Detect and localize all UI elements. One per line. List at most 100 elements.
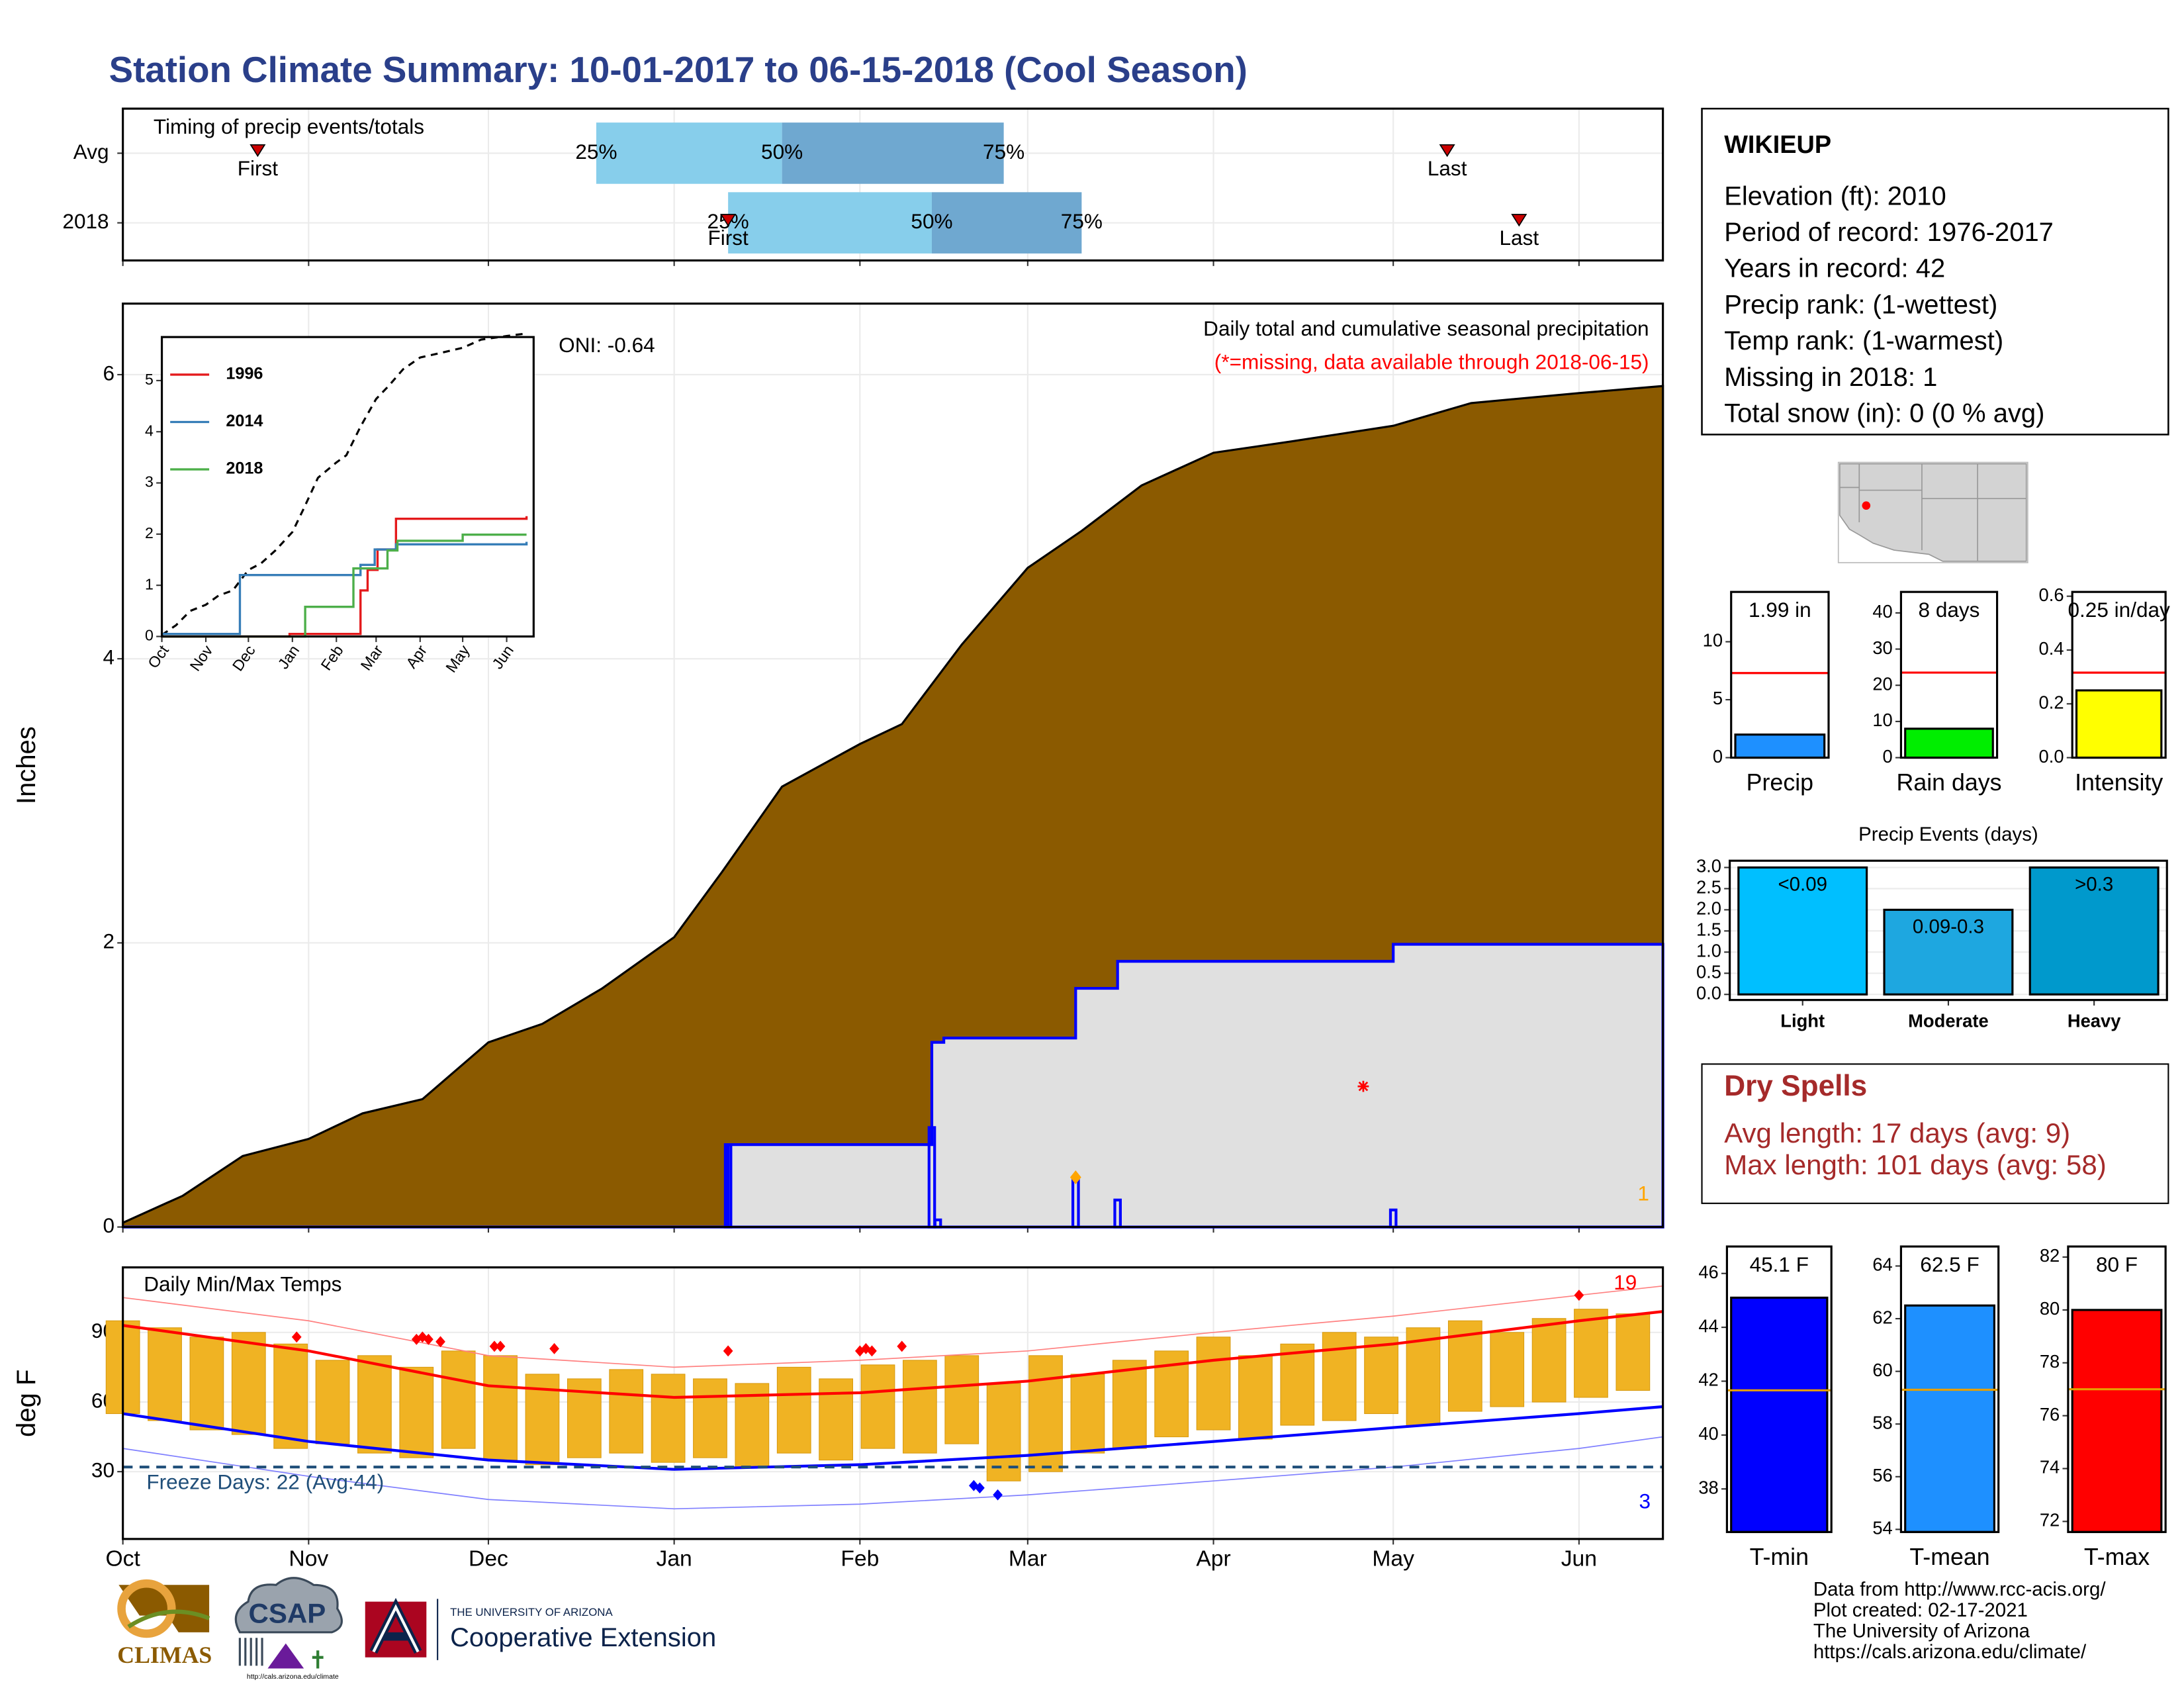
single-bar-chart: 0 10 20 30 40 8 days Rain days <box>1872 590 2001 796</box>
daily-temp-bar <box>1196 1336 1231 1430</box>
y-tick-label: 4 <box>145 422 154 439</box>
x-tick-label: Heavy <box>2068 1011 2121 1031</box>
last-label: Last <box>1428 156 1467 180</box>
quartile-label: 50% <box>911 209 952 233</box>
daily-temp-bar <box>1531 1318 1567 1403</box>
record-marker <box>723 1345 733 1357</box>
bar <box>2028 866 2160 996</box>
footer-line: https://cals.arizona.edu/climate/ <box>1813 1641 2087 1663</box>
panel-frame <box>1725 1245 1833 1533</box>
x-axis-title: T-max <box>2084 1544 2150 1570</box>
bar-descriptor: >0.3 <box>2075 874 2113 896</box>
daily-temp-bar <box>693 1378 727 1458</box>
cumulative-2018-area <box>122 943 1664 1229</box>
footer: Data from http://www.rcc-acis.org/ Plot … <box>1813 1579 2106 1664</box>
daily-temp-bar <box>986 1383 1021 1481</box>
x-tick-label: Light <box>1780 1011 1825 1031</box>
daily-temp-bar <box>1070 1374 1105 1454</box>
y-tick-label: 10 <box>1872 710 1892 730</box>
record-min-line <box>122 1436 1663 1510</box>
legend-label: 2018 <box>226 459 263 478</box>
y-tick-label: 64 <box>1872 1254 1892 1275</box>
daily-temp-bar <box>189 1336 224 1430</box>
legend-label: 1996 <box>226 365 263 383</box>
panel-frame <box>122 1266 1664 1540</box>
missing-count: 1 <box>1637 1182 1649 1205</box>
y-tick-label: 78 <box>2040 1351 2060 1372</box>
x-tick-label: Apr <box>1196 1546 1230 1571</box>
station-line: Precip rank: (1-wettest) <box>1724 290 1997 319</box>
record-marker <box>897 1340 907 1352</box>
station-dot <box>1862 501 1871 510</box>
below-count: 3 <box>1639 1489 1651 1513</box>
series-line <box>161 516 528 638</box>
quartile-label: 75% <box>1061 209 1103 233</box>
y-tick-label: 20 <box>1872 673 1892 694</box>
bar-descriptor: <0.09 <box>1778 874 1827 896</box>
quartile-label: 50% <box>761 140 803 164</box>
daily-temp-bar <box>483 1355 518 1461</box>
y-tick-label: 0.5 <box>1696 961 1721 982</box>
single-bar-chart: 72 74 76 78 80 82 80 F T-max <box>2040 1245 2167 1570</box>
bar-descriptor: 0.09-0.3 <box>1913 916 1984 938</box>
last-label: Last <box>1499 226 1539 250</box>
y-tick-label: 56 <box>1872 1465 1892 1485</box>
y-tick-label: 4 <box>103 645 114 669</box>
y-tick-label: 1 <box>145 575 154 592</box>
panel-frame <box>1899 1245 2000 1533</box>
quartile-bar <box>782 122 1004 184</box>
y-tick-label: 1.5 <box>1696 919 1721 940</box>
daily-temp-bar <box>441 1350 476 1449</box>
daily-temp-bar <box>651 1374 686 1463</box>
y-tick-label: 40 <box>1872 601 1892 622</box>
quartile-label: 75% <box>983 140 1024 164</box>
panel-frame <box>160 336 535 638</box>
y-tick-label: 82 <box>2040 1245 2060 1266</box>
quartile-bar <box>931 192 1082 254</box>
record-marker <box>424 1333 433 1345</box>
station-line: Total snow (in): 0 (0 % avg) <box>1724 399 2044 428</box>
x-tick-label: Mar <box>1009 1546 1047 1571</box>
y-tick-label: 0.0 <box>1696 982 1721 1003</box>
y-tick-label: 30 <box>91 1458 114 1482</box>
last-marker <box>1511 214 1527 227</box>
y-tick-label: 46 <box>1698 1262 1718 1282</box>
value-label: 62.5 F <box>1920 1252 1979 1276</box>
y-tick-label: 58 <box>1872 1412 1892 1432</box>
x-tick-label: Oct <box>105 1546 140 1571</box>
record-marker <box>993 1489 1003 1501</box>
footer-line: Data from http://www.rcc-acis.org/ <box>1813 1579 2106 1601</box>
quartile-bar <box>596 122 782 184</box>
y-tick-label: 2 <box>103 929 114 953</box>
above-count: 19 <box>1614 1270 1637 1294</box>
x-tick-label: Jan <box>657 1546 692 1571</box>
y-tick-label: 5 <box>1713 688 1723 708</box>
oni-annotation: ONI: -0.64 <box>559 333 655 357</box>
quartile-label: 25% <box>575 140 617 164</box>
y-tick-label: 0 <box>1713 746 1723 767</box>
y-tick-label: 3 <box>145 473 154 491</box>
timing-chart: Timing of precip events/totals Avg 25% 50% 7… <box>62 107 1664 266</box>
station-line: Elevation (ft): 2010 <box>1724 181 1946 211</box>
y-tick-label: 10 <box>1703 630 1723 651</box>
daily-temp-bar <box>357 1355 392 1454</box>
single-bar-chart: 0.0 0.2 0.4 0.60.25 in/day Intensity <box>2039 585 2171 796</box>
logos: CLIMAS CSAP http://cals.arizona.edu/clim… <box>117 1577 716 1681</box>
bar <box>1904 1304 1995 1533</box>
x-tick-label: Jun <box>1561 1546 1597 1571</box>
bar <box>2071 1309 2163 1533</box>
panel-frame <box>1730 590 1830 759</box>
bar <box>1883 908 2014 996</box>
y-tick-label: 0 <box>145 627 154 644</box>
x-tick-label: Nov <box>289 1546 328 1571</box>
locator-map <box>1837 461 2028 563</box>
x-axis-title: Rain days <box>1896 769 2001 796</box>
record-marker <box>489 1340 500 1352</box>
value-label: 1.99 in <box>1749 598 1811 622</box>
y-tick-label: 74 <box>2040 1457 2060 1477</box>
freeze-label: Freeze Days: 22 (Avg:44) <box>146 1470 384 1494</box>
panel-frame <box>122 107 1664 262</box>
record-marker <box>435 1336 445 1348</box>
